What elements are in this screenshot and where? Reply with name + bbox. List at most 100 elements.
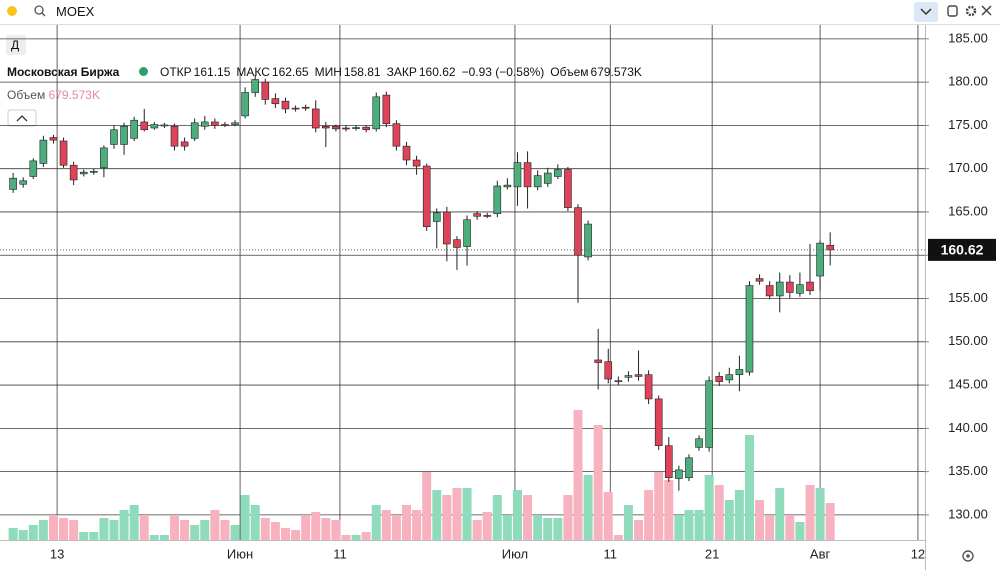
legend-value: 162.65 — [271, 65, 309, 79]
volume-bar — [785, 515, 795, 540]
candle-body — [251, 79, 260, 93]
volume-bar — [109, 520, 119, 540]
candle-body — [745, 285, 754, 373]
candle-body — [554, 169, 562, 177]
y-tick-label: 165.00 — [948, 203, 988, 218]
x-tick-label: Июл — [502, 546, 528, 561]
volume-bar — [59, 517, 69, 540]
candle-body — [352, 127, 360, 129]
volume-bar — [623, 505, 633, 540]
collapse-button[interactable] — [7, 109, 37, 127]
interval: Д — [11, 38, 20, 52]
volume-bar — [381, 510, 391, 540]
volume-bar — [724, 500, 734, 540]
volume-bar — [89, 532, 99, 540]
candle-body — [271, 98, 280, 105]
candle-body — [634, 374, 643, 377]
volume-bar — [744, 435, 754, 540]
volume-bar — [523, 495, 533, 540]
candle-body — [332, 125, 340, 130]
candle-body — [90, 170, 98, 173]
volume-bar — [654, 472, 664, 540]
close-icon[interactable] — [981, 5, 992, 16]
candle-body — [564, 169, 572, 208]
volume-legend: Объем 679.573K — [7, 88, 100, 102]
search-icon — [41, 12, 46, 17]
candle-body — [735, 369, 744, 375]
volume-bar — [270, 522, 280, 540]
volume-bar — [613, 535, 623, 540]
interval-button[interactable] — [6, 35, 26, 55]
candle-body — [786, 281, 794, 293]
y-tick-label: 170.00 — [948, 160, 988, 175]
settings-icon[interactable] — [965, 5, 977, 17]
volume-bar — [391, 515, 401, 540]
volume-bar — [502, 515, 512, 540]
legend-value: 161.15 — [193, 65, 231, 79]
volume-bar — [321, 517, 331, 540]
x-tick-label: 21 — [705, 546, 719, 561]
volume-bar — [28, 525, 38, 540]
candle-body — [574, 207, 582, 256]
candle-body — [796, 284, 804, 294]
candle-body — [79, 171, 88, 175]
volume-bar — [99, 517, 109, 540]
candle-body — [231, 122, 239, 125]
axis-settings-icon[interactable] — [962, 550, 974, 562]
search-icon[interactable] — [34, 5, 44, 15]
volume-bar — [180, 520, 190, 540]
volume-bar — [129, 505, 139, 540]
volume-bar — [291, 530, 301, 540]
candle-body — [685, 457, 693, 478]
volume-bar — [492, 495, 502, 540]
volume-bar — [79, 532, 89, 540]
candle-body — [604, 361, 613, 380]
y-tick-label: 140.00 — [948, 420, 988, 435]
volume-bar — [412, 510, 422, 540]
volume-bar — [462, 487, 472, 540]
volume-bar — [704, 475, 714, 540]
volume-bar — [351, 535, 361, 540]
volume-bar — [482, 512, 492, 540]
volume-bar — [442, 495, 452, 540]
volume-bar — [220, 520, 230, 540]
volume-bar — [603, 492, 613, 540]
volume-bar — [250, 505, 260, 540]
volume-bar — [18, 530, 28, 540]
volume-bar — [260, 517, 270, 540]
volume-bar — [230, 525, 240, 540]
legend-change: −0.93 (−0.58%) — [461, 65, 545, 79]
volume-bar — [714, 485, 724, 540]
candle-body — [453, 239, 461, 248]
y-tick-label: 145.00 — [948, 377, 988, 392]
candle-body — [412, 159, 421, 167]
volume-bar — [149, 535, 159, 540]
candle-body — [19, 180, 28, 185]
y-tick-label: 130.00 — [948, 506, 988, 521]
volume-legend-value: 679.573K — [48, 88, 100, 102]
candle-body — [362, 126, 370, 131]
candle-body — [715, 376, 724, 382]
symbol[interactable]: MOEX — [56, 4, 95, 19]
candle-body — [584, 223, 592, 258]
candle-body — [523, 162, 532, 188]
dropdown-button[interactable] — [914, 2, 938, 22]
volume-bar — [402, 505, 412, 540]
candle-body — [322, 125, 330, 129]
volume-bar — [331, 520, 341, 540]
window-icon[interactable] — [947, 5, 958, 17]
volume-bar — [472, 520, 482, 540]
candle-body — [473, 213, 481, 217]
candle-body — [614, 380, 623, 383]
candle-body — [29, 160, 38, 177]
volume-bar — [361, 532, 371, 540]
chart-title: Московская Биржа — [7, 65, 120, 79]
candle-body — [483, 215, 492, 217]
candle-body — [140, 121, 149, 131]
volume-bar — [775, 487, 785, 540]
volume-bar — [674, 515, 684, 540]
candle-body — [543, 172, 552, 184]
volume-bar — [805, 485, 815, 540]
